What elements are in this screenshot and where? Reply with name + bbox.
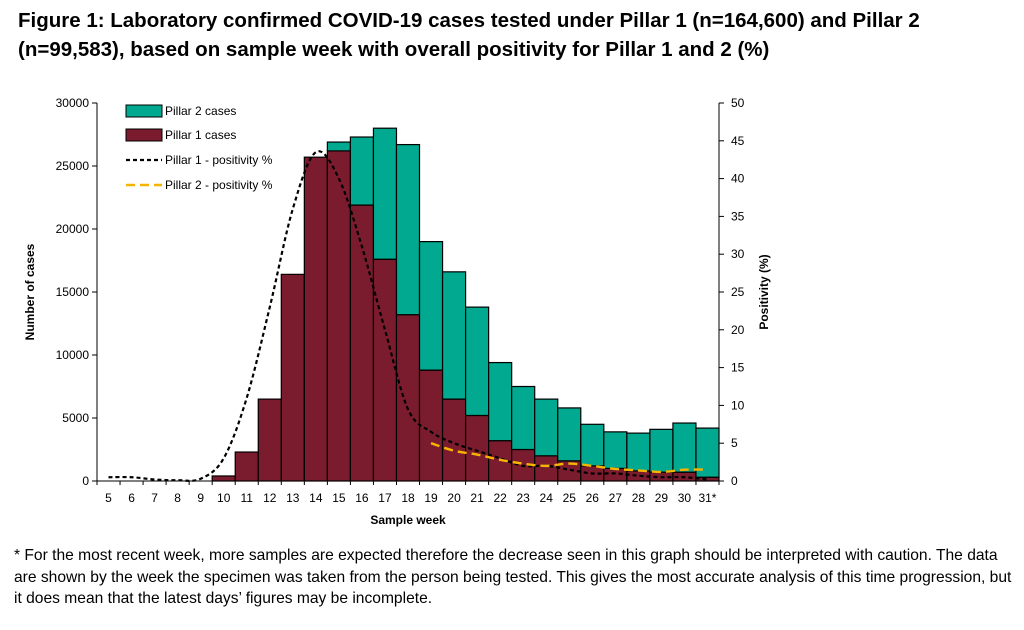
- bar-pillar2-week-28: [626, 432, 651, 472]
- bar-pillar2-week-19: [418, 241, 444, 371]
- legend-swatch-pillar2: [125, 104, 163, 118]
- bar-pillar2-week-17: [372, 127, 398, 260]
- x-tick-label: 25: [563, 491, 577, 505]
- lines-layer: [108, 150, 708, 482]
- y-tick-label: 15000: [56, 285, 90, 299]
- chart: 0 5000 10000 15000 20000 25000 30000 0 5 10 15 20 25…: [23, 96, 771, 527]
- line-pillar1-positivity: [108, 150, 708, 482]
- y2-tick-label: 40: [731, 172, 745, 186]
- x-tick-label: 20: [447, 491, 461, 505]
- x-tick-label: 24: [540, 491, 554, 505]
- x-tick-label: 18: [401, 491, 415, 505]
- y-tick-label: 30000: [56, 96, 90, 110]
- x-tick-label: 28: [632, 491, 646, 505]
- legend-label: Pillar 1 cases: [165, 128, 236, 142]
- bar-pillar2-week-25: [557, 407, 582, 462]
- x-tick-label: 14: [309, 491, 323, 505]
- x-tick-label: 19: [424, 491, 438, 505]
- x-tick-label: 27: [609, 491, 623, 505]
- bar-pillar2-week-27: [603, 431, 628, 469]
- y2-tick-label: 10: [731, 398, 745, 412]
- bar-pillar1-week-19: [418, 369, 444, 482]
- y2-tick-label: 30: [731, 247, 745, 261]
- y-tick-label: 20000: [56, 222, 90, 236]
- bar-pillar2-week-16: [349, 136, 375, 206]
- legend-swatch-pillar1: [125, 128, 163, 142]
- y2-tick-label: 15: [731, 361, 745, 375]
- x-tick-label: 21: [470, 491, 484, 505]
- bar-pillar1-week-12: [257, 398, 282, 482]
- y-axis-title: Number of cases: [23, 243, 37, 340]
- y2-tick-label: 5: [731, 436, 738, 450]
- y2-axis-title: Positivity (%): [757, 254, 771, 329]
- x-tick-label: 16: [355, 491, 369, 505]
- axes-layer: 0 5000 10000 15000 20000 25000 30000 0 5 10 15 20 25…: [56, 96, 745, 505]
- legend-label: Pillar 1 - positivity %: [165, 153, 273, 167]
- bar-pillar1-week-20: [441, 398, 467, 482]
- bar-pillar1-week-24: [534, 455, 559, 482]
- legend-label: Pillar 2 cases: [165, 104, 236, 118]
- bar-pillar1-week-28: [626, 470, 651, 482]
- x-tick-label: 26: [586, 491, 600, 505]
- bar-pillar2-week-22: [488, 361, 513, 442]
- bar-pillar2-week-23: [511, 385, 536, 451]
- x-tick-label: 29: [655, 491, 669, 505]
- x-axis-title: Sample week: [370, 513, 446, 527]
- bar-pillar1-week-10: [211, 475, 236, 482]
- y2-tick-label: 0: [731, 474, 738, 488]
- bar-pillar2-week-18: [395, 143, 421, 316]
- bar-pillar2-week-30: [672, 422, 697, 473]
- x-tick-label: 30: [678, 491, 692, 505]
- x-tick-label: 6: [128, 491, 135, 505]
- bar-pillar2-week-20: [441, 271, 467, 400]
- y-tick-label: 5000: [62, 411, 89, 425]
- x-tick-label: 22: [493, 491, 507, 505]
- figure-title: Figure 1: Laboratory confirmed COVID-19 …: [18, 9, 920, 61]
- bar-pillar1-week-27: [603, 467, 628, 482]
- bar-pillar2-week-24: [534, 398, 559, 457]
- x-tick-label: 31*: [698, 491, 716, 505]
- bars-layer: [211, 127, 720, 482]
- x-tick-label: 5: [105, 491, 112, 505]
- x-tick-label: 9: [197, 491, 204, 505]
- y2-tick-label: 50: [731, 96, 745, 110]
- x-tick-label: 11: [241, 491, 254, 505]
- footnote: * For the most recent week, more samples…: [14, 547, 1012, 608]
- x-tick-label: 10: [217, 491, 231, 505]
- x-tick-label: 12: [263, 491, 277, 505]
- x-tick-label: 7: [151, 491, 158, 505]
- bar-pillar2-week-21: [464, 306, 490, 417]
- bar-pillar1-week-14: [303, 156, 328, 482]
- bar-pillar1-week-18: [395, 314, 421, 482]
- y2-tick-label: 25: [731, 285, 745, 299]
- bar-pillar1-week-17: [372, 258, 398, 482]
- y-tick-label: 0: [82, 474, 89, 488]
- x-tick-label: 23: [517, 491, 531, 505]
- x-tick-label: 17: [378, 491, 392, 505]
- bar-pillar2-week-15: [326, 141, 352, 152]
- bar-pillar1-week-11: [234, 451, 259, 482]
- bar-pillar2-week-29: [649, 428, 674, 473]
- y2-tick-label: 20: [731, 323, 745, 337]
- x-tick-label: 13: [286, 491, 300, 505]
- bar-pillar2-week-26: [580, 423, 605, 467]
- y-tick-label: 10000: [56, 348, 90, 362]
- x-tick-label: 15: [332, 491, 346, 505]
- y-tick-label: 25000: [56, 159, 90, 173]
- y2-tick-label: 45: [731, 134, 745, 148]
- legend-label: Pillar 2 - positivity %: [165, 178, 273, 192]
- x-tick-label: 8: [174, 491, 181, 505]
- legend: Pillar 2 cases Pillar 1 cases Pillar 1 - p…: [125, 104, 273, 192]
- bar-pillar1-week-13: [280, 273, 305, 482]
- y2-tick-label: 35: [731, 209, 745, 223]
- line-pillar2-positivity: [430, 442, 708, 474]
